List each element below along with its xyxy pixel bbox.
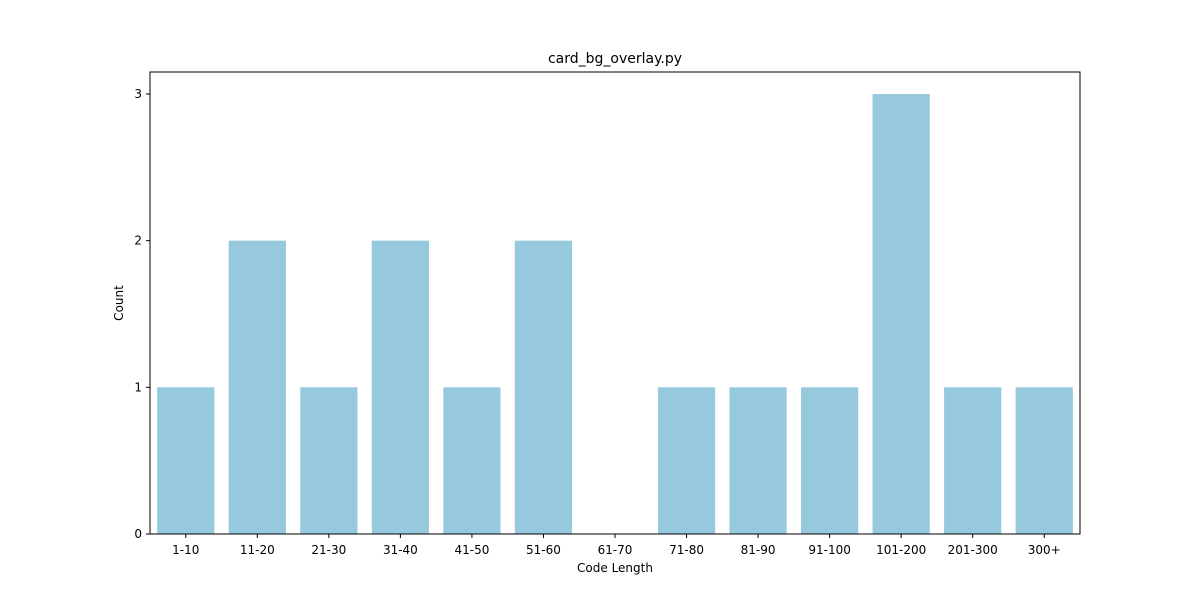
x-tick-label: 51-60: [526, 543, 561, 557]
bar-101-200: [872, 94, 930, 534]
bar-300+: [1015, 387, 1073, 534]
bar-21-30: [300, 387, 358, 534]
bar-1-10: [157, 387, 215, 534]
x-tick-label: 71-80: [669, 543, 704, 557]
x-tick-label: 81-90: [741, 543, 776, 557]
bar-71-80: [657, 387, 716, 534]
y-tick-label: 3: [134, 87, 142, 101]
x-ticks: 1-10 11-20 21-30 31-40 41-50 51-60 61-70 71-80 8…: [172, 534, 1061, 557]
x-tick-label: 11-20: [240, 543, 275, 557]
bar-81-90: [729, 387, 787, 534]
y-tick-label: 1: [134, 380, 142, 394]
bar-41-50: [443, 387, 501, 534]
x-tick-label: 61-70: [598, 543, 633, 557]
bar-11-20: [228, 240, 286, 534]
x-tick-label: 1-10: [172, 543, 199, 557]
x-tick-label: 31-40: [383, 543, 418, 557]
y-axis-label: Count: [112, 285, 126, 321]
x-tick-label: 41-50: [454, 543, 489, 557]
x-tick-label: 91-100: [808, 543, 851, 557]
x-tick-label: 201-300: [948, 543, 998, 557]
plot-frame: [149, 71, 1081, 535]
bar-51-60: [514, 240, 573, 534]
x-tick-label: 101-200: [876, 543, 926, 557]
x-tick-label: 300+: [1028, 543, 1061, 557]
bar-91-100: [801, 387, 859, 534]
chart-title: card_bg_overlay.py: [548, 51, 682, 67]
x-axis-label: Code Length: [577, 561, 653, 575]
y-tick-label: 2: [134, 234, 142, 248]
bar-31-40: [371, 240, 429, 534]
bar-201-300: [944, 387, 1002, 534]
bars-group: [157, 94, 1073, 534]
y-ticks: 0 1 2 3: [134, 87, 150, 541]
x-tick-label: 21-30: [311, 543, 346, 557]
y-tick-label: 0: [134, 527, 142, 541]
